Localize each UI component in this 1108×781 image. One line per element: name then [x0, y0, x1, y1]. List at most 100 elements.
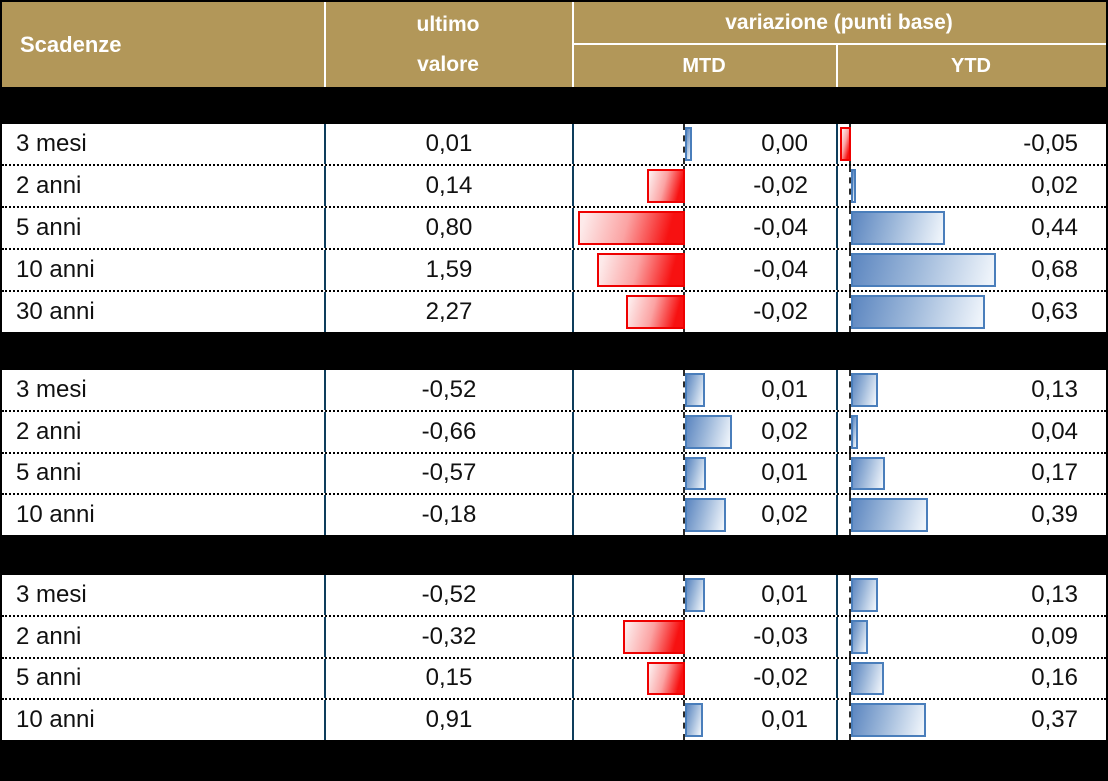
maturity-label: 5 anni — [16, 664, 82, 692]
positive-bar — [851, 703, 926, 737]
mtd-value-text: 0,01 — [761, 459, 808, 487]
mtd-value-text: -0,04 — [753, 214, 808, 241]
positive-bar — [685, 498, 726, 532]
table-row: 5 anni 0,80 -0,04 0,44 — [2, 206, 1106, 248]
table-row: 3 mesi -0,52 0,01 0,13 — [2, 575, 1106, 615]
ytd-value: 0,39 — [836, 495, 1106, 535]
separator-band — [0, 535, 1108, 575]
mtd-value: 0,01 — [572, 575, 836, 615]
ytd-value-text: 0,39 — [1031, 501, 1078, 529]
mtd-value: 0,02 — [572, 495, 836, 535]
zero-baseline — [849, 411, 851, 452]
header-ultimo-line2: valore — [417, 52, 479, 76]
zero-baseline — [849, 250, 851, 290]
negative-bar — [840, 127, 851, 161]
last-value: 0,15 — [324, 658, 572, 699]
ytd-value: 0,04 — [836, 411, 1106, 452]
positive-bar — [685, 578, 705, 612]
zero-baseline — [683, 124, 685, 164]
table-row: 5 anni 0,15 -0,02 0,16 — [2, 656, 1106, 699]
ytd-value: 0,68 — [836, 250, 1106, 290]
maturity-label: 5 anni — [16, 214, 82, 241]
maturity-label: 2 anni — [16, 417, 82, 445]
positive-bar — [851, 578, 878, 612]
ytd-value-text: -0,05 — [1023, 130, 1078, 157]
header-divider — [324, 2, 326, 87]
table-row: 2 anni -0,66 0,02 0,04 — [2, 409, 1106, 452]
section-3-rows: 3 mesi -0,52 0,01 0,13 2 anni -0,32 -0,03 0,09 5… — [2, 575, 1106, 740]
header-divider — [836, 45, 838, 87]
ytd-value: 0,02 — [836, 166, 1106, 206]
mtd-value-text: 0,00 — [761, 130, 808, 157]
header-divider — [572, 43, 1106, 45]
mtd-value: -0,02 — [572, 658, 836, 699]
table-header: Scadenze ultimo valore variazione (punti… — [2, 2, 1106, 87]
ytd-value: 0,09 — [836, 616, 1106, 657]
header-variazione: variazione (punti base) — [725, 10, 953, 34]
zero-baseline — [683, 370, 685, 410]
mtd-value-text: 0,01 — [761, 706, 808, 734]
ytd-value: 0,13 — [836, 575, 1106, 615]
negative-bar — [623, 619, 685, 654]
section-1-rows: 3 mesi 0,01 0,00 -0,05 2 anni 0,14 -0,02 0,02 5 … — [2, 124, 1106, 332]
zero-baseline — [683, 411, 685, 452]
ytd-value: 0,63 — [836, 292, 1106, 332]
ytd-value-text: 0,63 — [1031, 298, 1078, 325]
mtd-value-text: -0,03 — [753, 622, 808, 650]
mtd-value: -0,03 — [572, 616, 836, 657]
negative-bar — [578, 211, 685, 245]
header-ultimo-valore: ultimo valore — [324, 2, 572, 87]
table-row: 10 anni 0,91 0,01 0,37 — [2, 698, 1106, 740]
ytd-value-text: 0,37 — [1031, 706, 1078, 734]
positive-bar — [851, 373, 878, 407]
mtd-value: 0,01 — [572, 370, 836, 410]
maturity-label: 3 mesi — [16, 375, 87, 403]
zero-baseline — [849, 495, 851, 535]
zero-baseline — [849, 616, 851, 657]
ytd-value: 0,44 — [836, 208, 1106, 248]
positive-bar — [851, 295, 985, 329]
mtd-value: -0,02 — [572, 292, 836, 332]
separator-band — [0, 740, 1108, 781]
mtd-value-text: 0,02 — [761, 417, 808, 445]
header-scadenze: Scadenze — [20, 31, 122, 57]
table-row: 2 anni 0,14 -0,02 0,02 — [2, 164, 1106, 206]
maturity-label: 10 anni — [16, 706, 95, 734]
maturity-label: 10 anni — [16, 501, 95, 529]
last-value: -0,57 — [324, 453, 572, 494]
table-row: 10 anni 1,59 -0,04 0,68 — [2, 248, 1106, 290]
maturity-label: 2 anni — [16, 622, 82, 650]
ytd-value-text: 0,68 — [1031, 256, 1078, 283]
maturity-label: 10 anni — [16, 256, 95, 283]
ytd-value-text: 0,16 — [1031, 664, 1078, 692]
last-value: 0,14 — [324, 166, 572, 206]
mtd-value: 0,01 — [572, 700, 836, 740]
negative-bar — [647, 661, 685, 696]
ytd-value: 0,13 — [836, 370, 1106, 410]
ytd-value: 0,37 — [836, 700, 1106, 740]
table-row: 30 anni 2,27 -0,02 0,63 — [2, 290, 1106, 332]
negative-bar — [647, 169, 685, 203]
last-value: 0,80 — [324, 208, 572, 248]
ytd-value-text: 0,17 — [1031, 459, 1078, 487]
last-value: -0,18 — [324, 495, 572, 535]
zero-baseline — [683, 700, 685, 740]
mtd-value: 0,02 — [572, 411, 836, 452]
last-value: -0,52 — [324, 575, 572, 615]
positive-bar — [685, 703, 703, 737]
zero-baseline — [849, 575, 851, 615]
mtd-value: -0,02 — [572, 166, 836, 206]
maturity-label: 3 mesi — [16, 130, 87, 157]
header-ultimo-line1: ultimo — [416, 12, 480, 36]
mtd-value-text: 0,02 — [761, 501, 808, 529]
maturity-label: 5 anni — [16, 459, 82, 487]
maturity-label: 3 mesi — [16, 580, 87, 608]
positive-bar — [851, 456, 885, 491]
last-value: -0,32 — [324, 616, 572, 657]
zero-baseline — [849, 658, 851, 699]
zero-baseline — [683, 575, 685, 615]
separator-band — [0, 332, 1108, 370]
ytd-value-text: 0,09 — [1031, 622, 1078, 650]
separator-band — [0, 87, 1108, 124]
